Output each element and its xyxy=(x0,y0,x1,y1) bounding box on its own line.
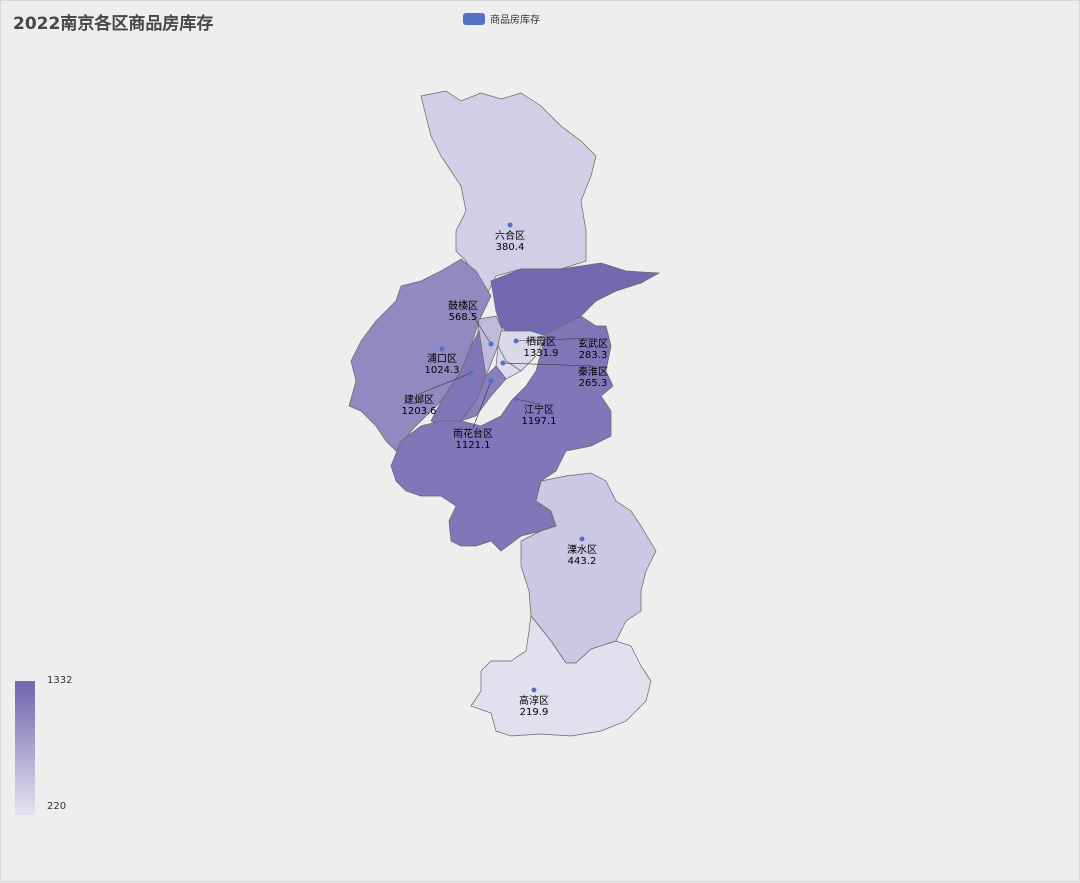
legend-item[interactable]: 商品房库存 xyxy=(463,11,540,26)
region-雨花台区[interactable] xyxy=(460,365,507,422)
region-point[interactable] xyxy=(488,378,494,384)
region-value-label: 443.2 xyxy=(568,556,597,567)
region-value-label: 1203.6 xyxy=(402,406,437,417)
region-value-label: 219.9 xyxy=(520,707,549,718)
region-name-label: 六合区 xyxy=(495,229,525,242)
visual-map-min: 220 xyxy=(47,801,67,812)
label-leader-line xyxy=(472,380,492,429)
region-name-label: 鼓楼区 xyxy=(448,299,478,312)
region-秦淮区[interactable] xyxy=(495,344,522,380)
region-name-label: 秦淮区 xyxy=(578,365,608,378)
region-point[interactable] xyxy=(513,338,519,344)
region-point[interactable] xyxy=(488,341,494,347)
region-江宁区[interactable] xyxy=(390,315,614,552)
region-name-label: 高淳区 xyxy=(519,694,549,707)
region-高淳区[interactable] xyxy=(470,615,652,737)
region-point[interactable] xyxy=(513,396,519,402)
region-value-label: 1121.1 xyxy=(456,440,491,451)
region-value-label: 1197.1 xyxy=(522,416,557,427)
label-leader-line xyxy=(515,398,540,405)
visual-map-bar[interactable] xyxy=(15,681,35,815)
region-value-label: 380.4 xyxy=(496,242,525,253)
region-六合区[interactable] xyxy=(420,90,597,297)
region-name-label: 江宁区 xyxy=(524,403,554,416)
region-value-label: 1024.3 xyxy=(425,365,460,376)
label-leader-line xyxy=(418,372,472,395)
legend-label: 商品房库存 xyxy=(490,15,540,26)
region-point[interactable] xyxy=(500,360,506,366)
chart-title: 2022南京各区商品房库存 xyxy=(13,14,214,34)
region-name-label: 雨花台区 xyxy=(453,427,493,440)
region-name-label: 浦口区 xyxy=(427,352,457,365)
label-leader-line xyxy=(462,299,492,345)
region-point[interactable] xyxy=(468,370,474,376)
region-point[interactable] xyxy=(507,222,513,228)
label-leader-line xyxy=(502,362,594,367)
region-value-label: 265.3 xyxy=(579,378,608,389)
region-value-label: 1331.9 xyxy=(524,348,559,359)
visual-map-max: 1332 xyxy=(47,675,73,686)
region-value-label: 568.5 xyxy=(449,312,478,323)
region-name-label: 溧水区 xyxy=(567,543,597,556)
region-point[interactable] xyxy=(536,328,542,334)
region-name-label: 玄武区 xyxy=(578,337,608,350)
region-浦口区[interactable] xyxy=(348,258,492,452)
region-point[interactable] xyxy=(531,687,537,693)
region-name-label: 建邺区 xyxy=(404,393,434,406)
legend-swatch xyxy=(463,12,485,25)
region-point[interactable] xyxy=(439,346,445,352)
label-leader-line xyxy=(515,337,594,342)
region-name-label: 栖霞区 xyxy=(526,335,556,348)
region-value-label: 283.3 xyxy=(579,350,608,361)
region-point[interactable] xyxy=(579,536,585,542)
